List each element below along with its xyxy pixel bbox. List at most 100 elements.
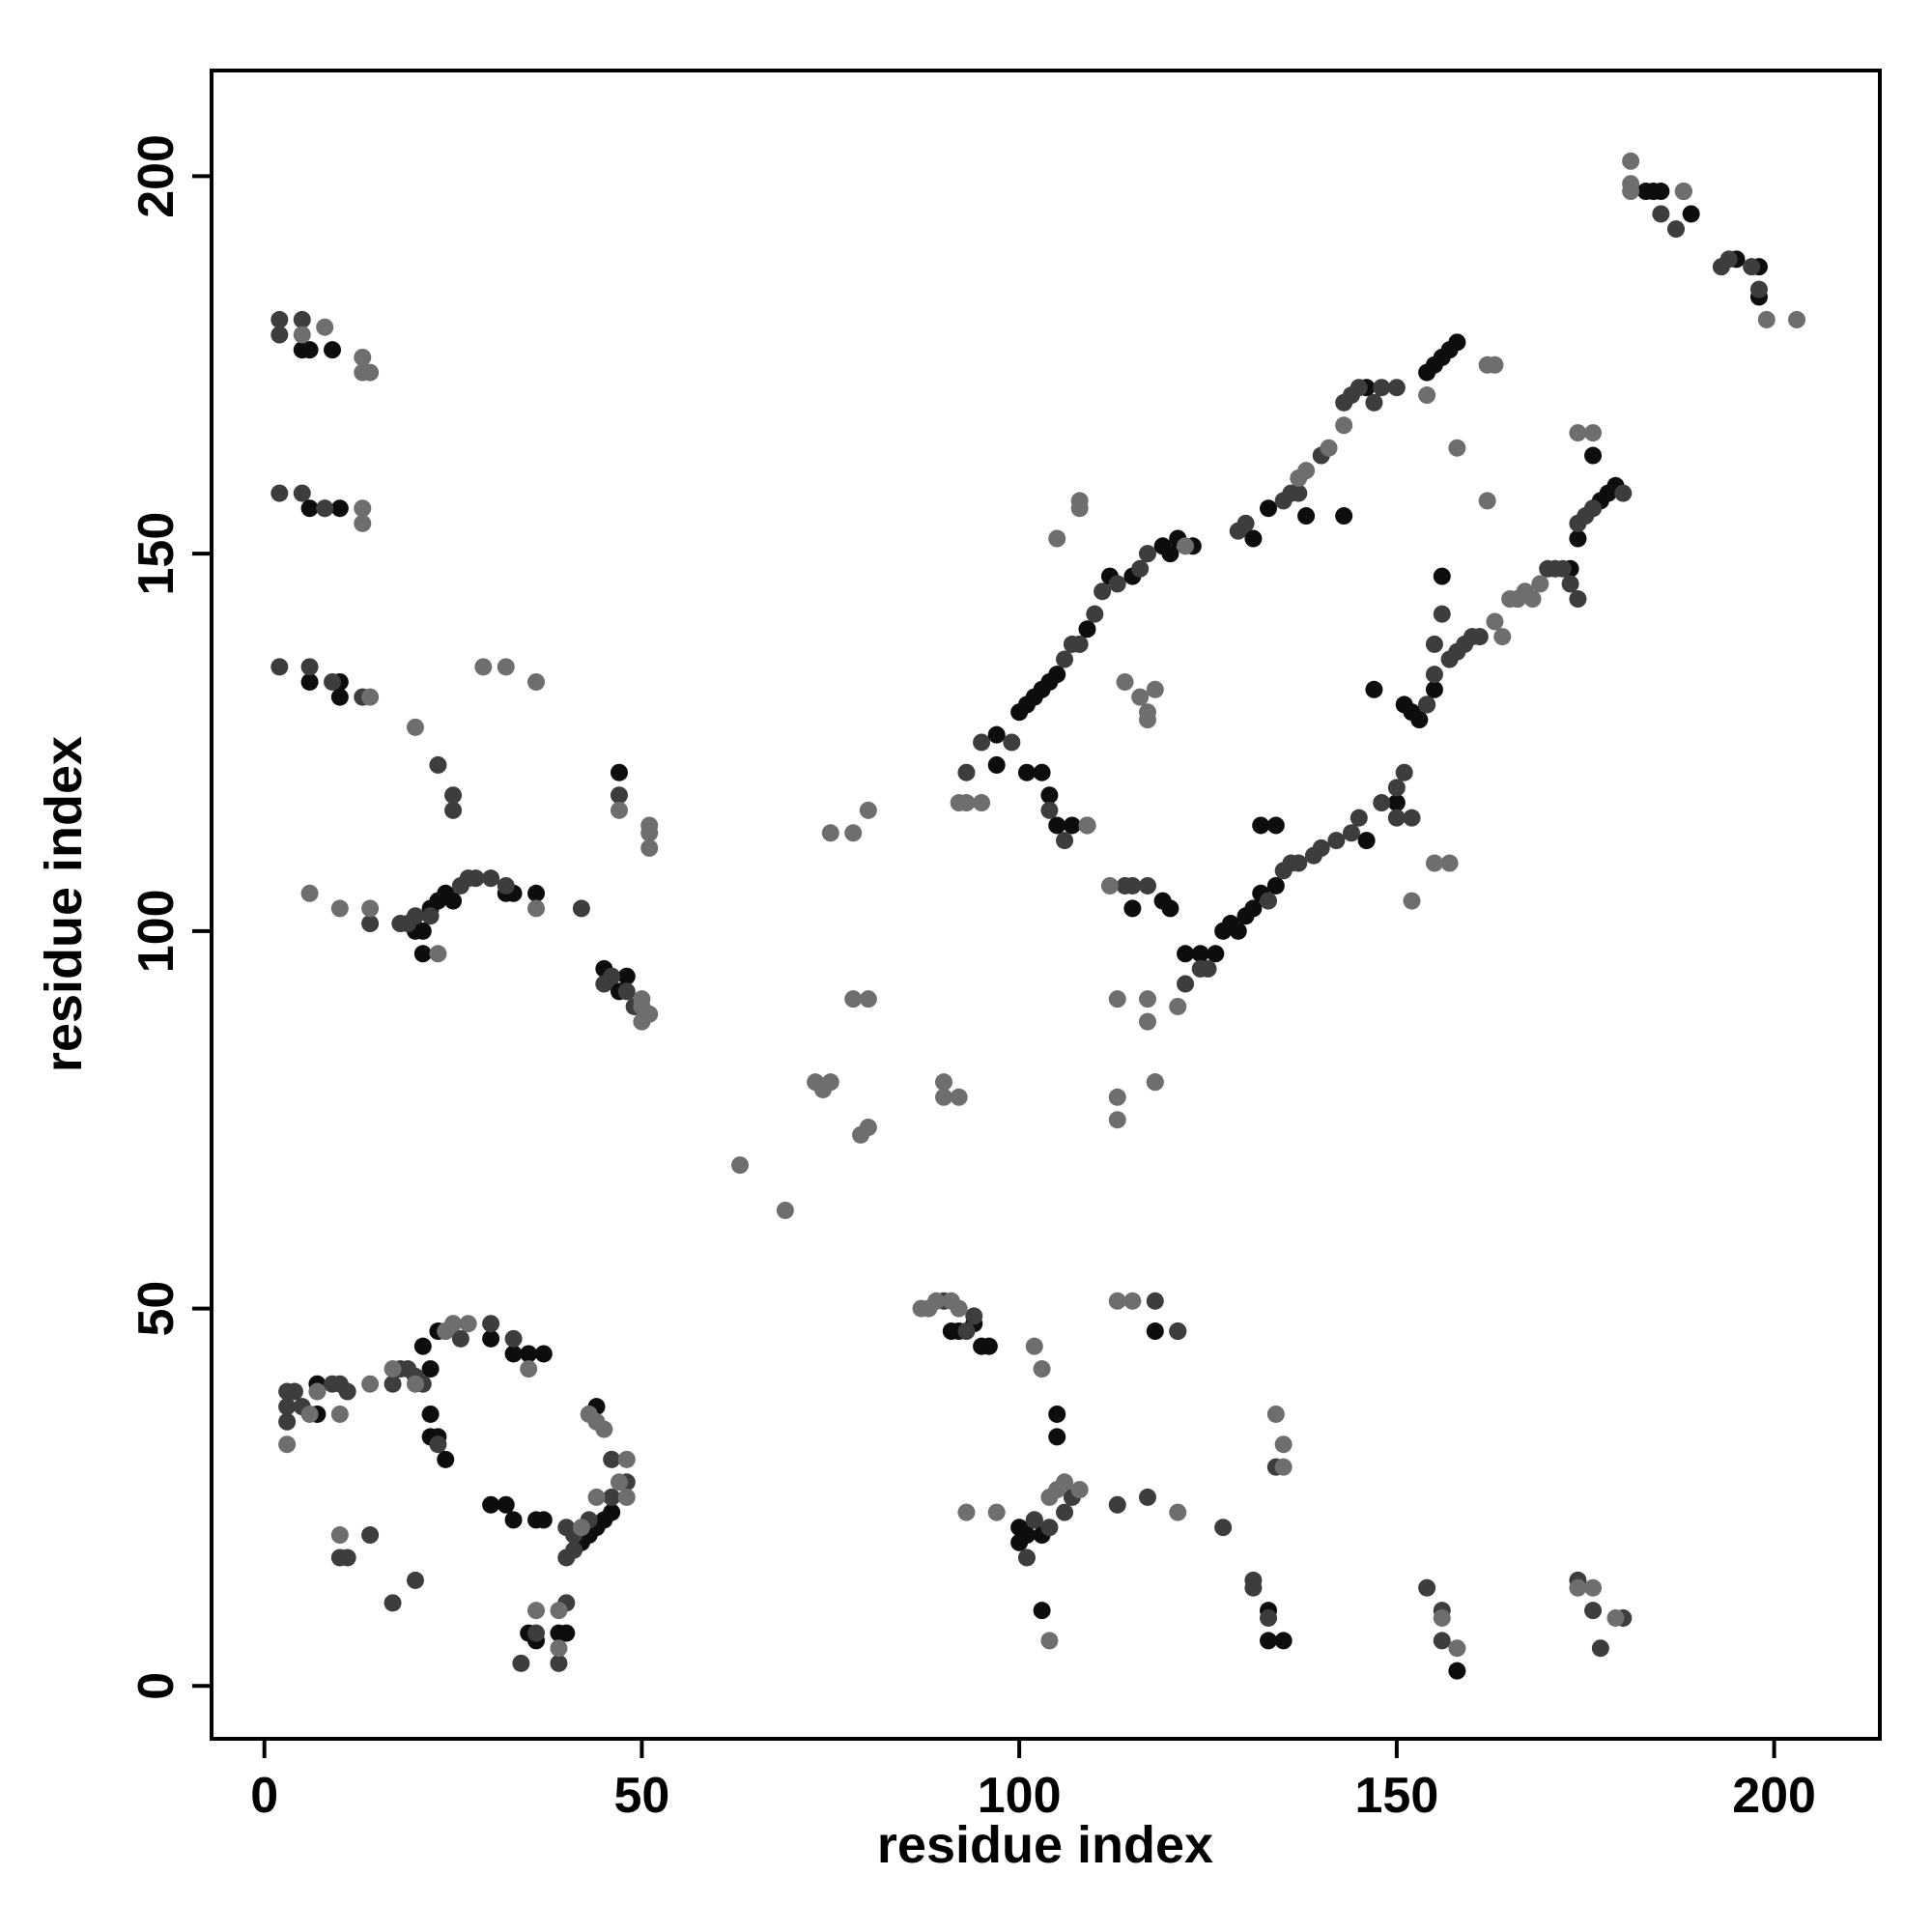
point (444, 801, 463, 819)
point (1622, 183, 1640, 201)
point (1274, 1435, 1293, 1454)
point (1614, 484, 1633, 502)
point (1177, 537, 1195, 555)
point (1584, 424, 1603, 442)
point (330, 899, 349, 918)
point (474, 658, 493, 676)
point (1229, 922, 1247, 940)
point (935, 1073, 953, 1092)
point (1569, 1578, 1587, 1597)
point (1070, 635, 1089, 653)
point (354, 348, 372, 366)
point (300, 884, 319, 902)
point (1478, 355, 1496, 374)
point (617, 967, 636, 985)
point (1569, 529, 1587, 548)
point (278, 1435, 297, 1454)
point (1584, 446, 1603, 465)
point (595, 1420, 613, 1438)
point (987, 725, 1006, 744)
point (1425, 680, 1443, 698)
point (1169, 1322, 1187, 1341)
point (1357, 832, 1376, 850)
point (1591, 1639, 1609, 1658)
point (1365, 393, 1383, 412)
point (1387, 794, 1406, 812)
point (572, 899, 590, 918)
point (821, 1073, 839, 1092)
point (1531, 575, 1549, 593)
point (444, 786, 463, 805)
point (1086, 605, 1104, 623)
point (316, 318, 334, 336)
point (1561, 575, 1579, 593)
point (1584, 1578, 1603, 1597)
point (550, 1602, 568, 1620)
point (1161, 899, 1179, 918)
point (278, 1398, 297, 1416)
point (497, 876, 515, 895)
point (504, 1511, 523, 1529)
point (527, 884, 546, 902)
point (1131, 559, 1150, 578)
point (1320, 439, 1338, 457)
point (1266, 1405, 1285, 1423)
point (557, 1519, 576, 1537)
point (587, 1488, 606, 1506)
point (1433, 1608, 1451, 1627)
x-tick-label: 150 (1354, 1768, 1438, 1824)
point (1177, 945, 1195, 963)
point (1108, 1495, 1126, 1514)
point (527, 672, 546, 691)
point (270, 310, 289, 328)
point (354, 514, 372, 532)
point (1017, 1526, 1036, 1545)
point (844, 990, 863, 1009)
point (973, 794, 991, 812)
point (384, 1594, 402, 1612)
point (467, 869, 485, 888)
point (1433, 1632, 1451, 1650)
point (1252, 816, 1270, 835)
point (504, 1329, 523, 1348)
point (1425, 854, 1443, 872)
point (1236, 514, 1255, 532)
point (1448, 1639, 1466, 1658)
point (459, 1315, 477, 1333)
point (338, 1548, 356, 1567)
point (935, 1088, 953, 1106)
point (844, 824, 863, 842)
point (1297, 462, 1316, 480)
point (1048, 529, 1066, 548)
point (957, 1322, 976, 1341)
point (520, 1360, 538, 1378)
point (1070, 492, 1089, 510)
point (1266, 816, 1285, 835)
point (1244, 529, 1263, 548)
point (1418, 696, 1436, 714)
point (421, 907, 440, 925)
point (1297, 507, 1316, 526)
point (1146, 1073, 1164, 1092)
point (270, 484, 289, 502)
point (1433, 605, 1451, 623)
point (444, 1315, 463, 1333)
point (527, 899, 546, 918)
point (293, 326, 311, 344)
point (497, 1495, 515, 1514)
point (413, 1337, 432, 1355)
point (1274, 1458, 1293, 1476)
point (1433, 567, 1451, 585)
point (1493, 628, 1512, 646)
point (384, 1375, 402, 1393)
point (1094, 582, 1112, 601)
point (512, 1654, 530, 1672)
x-tick-label: 100 (978, 1768, 1062, 1824)
point (1123, 1292, 1142, 1310)
point (1108, 990, 1126, 1009)
point (324, 341, 342, 359)
point (1719, 250, 1738, 269)
point (1123, 876, 1142, 895)
point (565, 1541, 583, 1559)
point (406, 1571, 424, 1589)
